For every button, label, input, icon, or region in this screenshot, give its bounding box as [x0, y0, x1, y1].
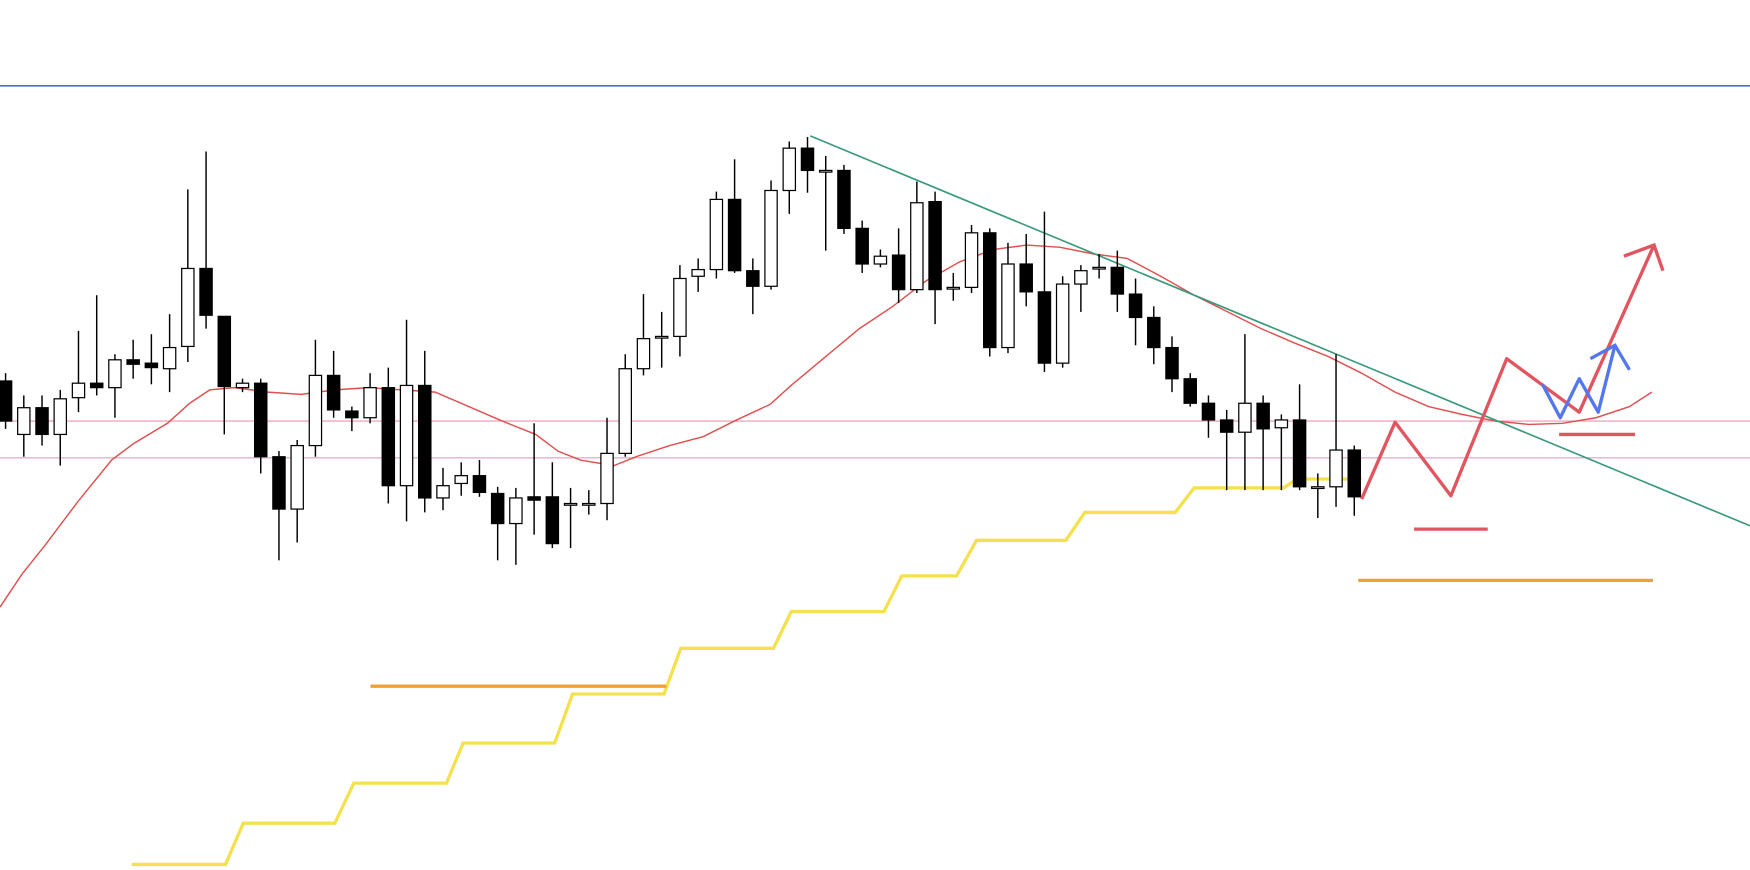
- candle-body: [253, 382, 268, 458]
- candle-body: [818, 169, 833, 173]
- candle-body: [764, 189, 778, 287]
- candle-body: [964, 232, 979, 289]
- candle-body: [472, 475, 487, 493]
- candle-body: [436, 485, 450, 499]
- candle-body: [399, 384, 414, 487]
- candles: [0, 137, 1362, 565]
- step-line: [131, 477, 1362, 867]
- candle-body: [272, 456, 286, 510]
- candle-body: [1347, 449, 1362, 498]
- candle-body: [509, 497, 523, 525]
- candle-body: [636, 338, 651, 370]
- candle-body: [1311, 486, 1325, 490]
- candle-body: [217, 315, 232, 388]
- candle-body: [855, 227, 869, 265]
- candle-body: [545, 496, 560, 545]
- candle-body: [891, 254, 906, 291]
- moving-average: [0, 244, 1653, 608]
- candle-body: [983, 232, 997, 349]
- candle-body: [1219, 419, 1234, 433]
- candle-body: [746, 270, 760, 287]
- candle-body: [162, 346, 177, 370]
- arrow-head: [1623, 242, 1665, 272]
- candle-body: [1238, 402, 1252, 433]
- arrow-head: [1589, 343, 1631, 371]
- candle-body: [181, 267, 195, 348]
- candle-body: [363, 387, 377, 419]
- candle-body: [563, 502, 578, 506]
- candle-body: [928, 201, 942, 291]
- candle-body: [782, 147, 797, 192]
- candle-body: [1128, 293, 1143, 319]
- candle-body: [308, 374, 323, 447]
- candle-body: [1147, 316, 1161, 349]
- candle-body: [1201, 402, 1216, 421]
- candle-body: [1001, 263, 1015, 349]
- candle-body: [1256, 402, 1270, 430]
- trend-line: [809, 135, 1750, 527]
- candle-body: [1055, 283, 1070, 364]
- candle-body: [582, 502, 596, 506]
- candle-body: [1165, 346, 1179, 380]
- projection-path: [1540, 344, 1617, 420]
- candle-body: [800, 147, 815, 172]
- candle-body: [527, 496, 541, 501]
- candle-body: [1110, 266, 1125, 295]
- candle-body: [199, 267, 213, 316]
- candle-body: [490, 492, 505, 525]
- candle-body: [89, 382, 104, 389]
- candle-body: [910, 202, 924, 291]
- candle-body: [691, 268, 705, 277]
- candle-body: [1037, 291, 1052, 364]
- candle-body: [17, 407, 31, 436]
- candle-body: [618, 368, 632, 454]
- candle-body: [326, 374, 341, 411]
- candle-body: [53, 398, 68, 436]
- candle-body: [1092, 266, 1106, 270]
- candle-body: [1292, 419, 1307, 488]
- candle-body: [673, 277, 687, 338]
- candle-body: [0, 380, 13, 422]
- candle-body: [108, 359, 122, 389]
- candle-body: [1329, 449, 1343, 488]
- candle-body: [418, 384, 432, 499]
- candle-body: [1274, 419, 1289, 429]
- candle-body: [290, 444, 304, 510]
- candle-body: [345, 410, 359, 419]
- candle-body: [709, 198, 724, 271]
- candle-body: [71, 382, 86, 399]
- candle-body: [600, 452, 614, 505]
- candle-body: [837, 169, 851, 229]
- projection-path: [1360, 244, 1656, 500]
- candle-body: [727, 198, 742, 272]
- candle-body: [654, 335, 669, 339]
- candle-body: [144, 362, 159, 369]
- candle-body: [1074, 270, 1088, 285]
- candle-body: [35, 407, 49, 436]
- candle-body: [126, 359, 140, 365]
- candle-body: [873, 255, 888, 265]
- candle-body: [946, 286, 961, 290]
- candle-body: [235, 382, 250, 389]
- candle-body: [1183, 378, 1197, 404]
- candle-body: [381, 387, 396, 487]
- candle-body: [1019, 263, 1033, 293]
- candle-body: [454, 475, 468, 485]
